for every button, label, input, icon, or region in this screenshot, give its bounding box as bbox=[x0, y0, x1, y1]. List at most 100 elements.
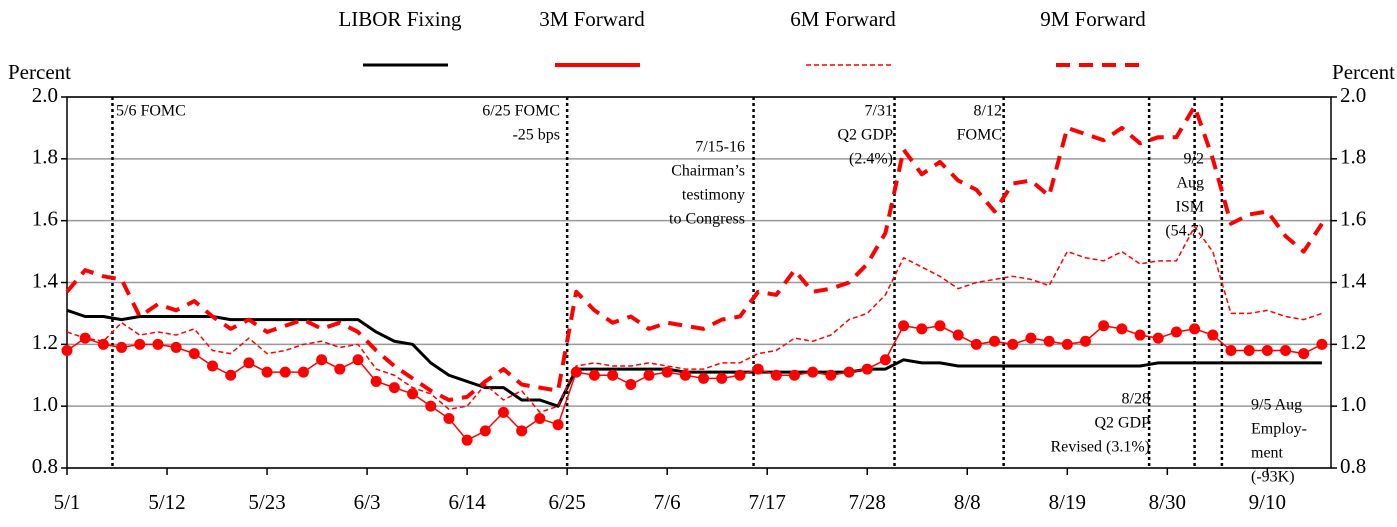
event-label: testimony bbox=[682, 187, 745, 204]
event-label: 8/12 bbox=[974, 103, 1002, 120]
x-tick-label: 7/6 bbox=[654, 490, 681, 514]
event-label: 8/28 bbox=[1122, 391, 1150, 408]
legend-label: LIBOR Fixing bbox=[338, 7, 462, 31]
event-label: 9/5 Aug bbox=[1251, 397, 1302, 414]
x-tick-label: 7/28 bbox=[849, 490, 886, 514]
point-marker bbox=[1316, 338, 1328, 350]
point-marker bbox=[1298, 348, 1310, 360]
point-marker bbox=[443, 413, 455, 425]
y2-tick-label: 1.6 bbox=[1340, 206, 1366, 230]
y-tick-label: 1.6 bbox=[32, 206, 58, 230]
point-marker bbox=[243, 357, 255, 369]
point-marker bbox=[861, 363, 873, 375]
point-marker bbox=[752, 363, 764, 375]
event-label: (-93K) bbox=[1251, 469, 1295, 486]
plot-frame bbox=[66, 96, 1332, 469]
point-marker bbox=[152, 338, 164, 350]
y-tick-label: 0.8 bbox=[32, 454, 58, 478]
point-marker bbox=[807, 366, 819, 378]
point-marker bbox=[188, 348, 200, 360]
y2-tick-label: 1.0 bbox=[1340, 392, 1366, 416]
x-tick-label: 7/17 bbox=[749, 490, 786, 514]
point-marker bbox=[1025, 332, 1037, 344]
point-marker bbox=[279, 366, 291, 378]
point-marker bbox=[916, 323, 928, 335]
point-marker bbox=[225, 369, 237, 381]
y-tick-label: 1.8 bbox=[32, 145, 58, 169]
y-axis-label: Percent bbox=[8, 60, 71, 84]
point-marker bbox=[388, 382, 400, 394]
y2-tick-label: 1.8 bbox=[1340, 145, 1366, 169]
event-label: 6/25 FOMC bbox=[482, 103, 560, 120]
y2-tick-label: 1.4 bbox=[1340, 268, 1367, 292]
point-marker bbox=[843, 366, 855, 378]
x-tick-label: 5/12 bbox=[148, 490, 185, 514]
y2-axis-label: Percent bbox=[1332, 60, 1395, 84]
point-marker bbox=[934, 320, 946, 332]
series-line bbox=[65, 104, 1324, 402]
point-marker bbox=[1134, 329, 1146, 341]
x-tick-label: 5/23 bbox=[248, 490, 285, 514]
point-marker bbox=[1261, 345, 1273, 357]
point-marker bbox=[1043, 335, 1055, 347]
legend-label: 6M Forward bbox=[790, 7, 896, 31]
point-marker bbox=[206, 360, 218, 372]
point-marker bbox=[679, 369, 691, 381]
event-label: 9/2 bbox=[1184, 151, 1204, 168]
y2-tick-label: 2.0 bbox=[1340, 83, 1366, 107]
point-marker bbox=[716, 372, 728, 384]
series-line bbox=[66, 308, 1322, 408]
x-tick-label: 8/30 bbox=[1149, 490, 1186, 514]
point-marker bbox=[770, 369, 782, 381]
point-marker bbox=[898, 320, 910, 332]
event-label: Q2 GDP bbox=[1094, 415, 1150, 432]
point-marker bbox=[61, 345, 73, 357]
point-marker bbox=[1225, 345, 1237, 357]
event-label: 7/31 bbox=[865, 103, 893, 120]
event-label: (2.4%) bbox=[849, 151, 893, 168]
event-label: to Congress bbox=[669, 211, 745, 228]
point-marker bbox=[989, 335, 1001, 347]
y-tick-label: 2.0 bbox=[32, 83, 58, 107]
event-label: Chairman’s bbox=[671, 163, 745, 180]
y-tick-label: 1.0 bbox=[32, 392, 58, 416]
series-line bbox=[66, 325, 1323, 441]
event-label: 7/15-16 bbox=[695, 139, 745, 156]
event-label: (54.7) bbox=[1165, 223, 1204, 240]
point-marker bbox=[134, 338, 146, 350]
point-marker bbox=[552, 419, 564, 431]
point-marker bbox=[952, 329, 964, 341]
point-marker bbox=[1170, 326, 1182, 338]
point-marker bbox=[407, 388, 419, 400]
point-marker bbox=[261, 366, 273, 378]
y2-tick-label: 1.2 bbox=[1340, 330, 1366, 354]
event-label: ment bbox=[1251, 445, 1284, 462]
point-marker bbox=[1280, 345, 1292, 357]
point-marker bbox=[607, 369, 619, 381]
point-marker bbox=[570, 366, 582, 378]
point-marker bbox=[461, 434, 473, 446]
point-marker bbox=[534, 413, 546, 425]
point-marker bbox=[1243, 345, 1255, 357]
point-marker bbox=[970, 338, 982, 350]
x-tick-label: 9/10 bbox=[1249, 490, 1286, 514]
point-marker bbox=[1007, 338, 1019, 350]
x-tick-label: 8/8 bbox=[954, 490, 981, 514]
point-marker bbox=[97, 338, 109, 350]
event-label: Employ- bbox=[1251, 421, 1307, 438]
point-marker bbox=[661, 366, 673, 378]
point-marker bbox=[825, 369, 837, 381]
event-label: ISM bbox=[1176, 199, 1204, 216]
point-marker bbox=[1116, 323, 1128, 335]
event-label: Q2 GDP bbox=[837, 127, 893, 144]
point-marker bbox=[1061, 338, 1073, 350]
x-tick-label: 6/25 bbox=[548, 490, 585, 514]
point-marker bbox=[1098, 320, 1110, 332]
point-marker bbox=[316, 354, 328, 366]
x-tick-label: 6/14 bbox=[448, 490, 486, 514]
point-marker bbox=[497, 406, 509, 418]
legend-label: 9M Forward bbox=[1040, 7, 1146, 31]
point-marker bbox=[425, 400, 437, 412]
point-marker bbox=[1079, 335, 1091, 347]
